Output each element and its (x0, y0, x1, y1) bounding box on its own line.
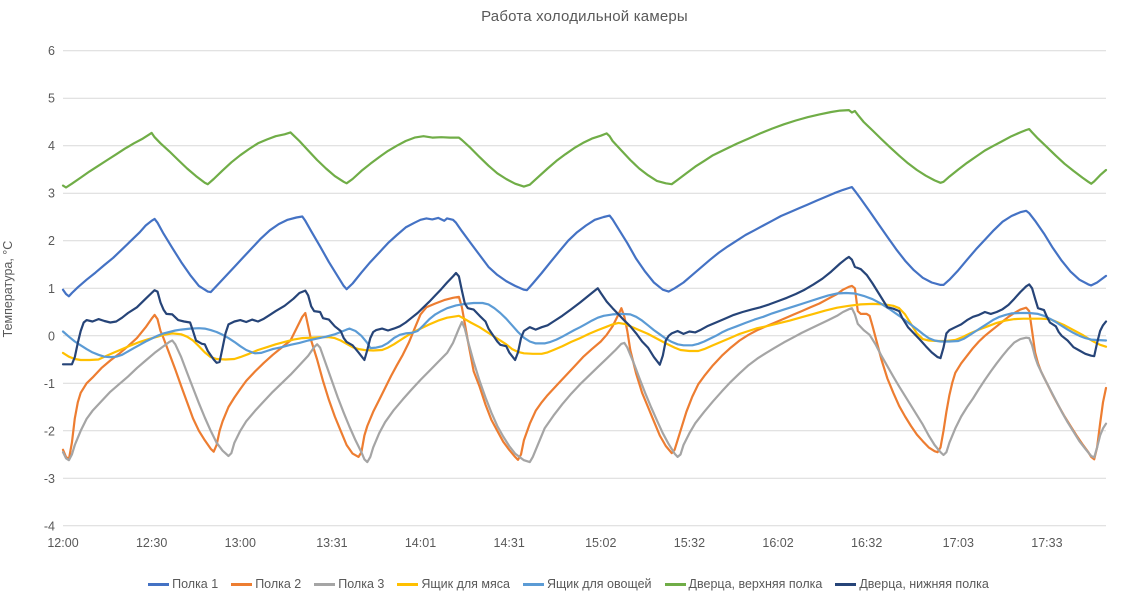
x-tick-label: 13:00 (225, 536, 256, 550)
y-tick-label: -1 (44, 377, 55, 391)
y-tick-label: 6 (48, 44, 55, 58)
x-tick-label: 15:32 (674, 536, 705, 550)
x-tick-label: 14:01 (405, 536, 436, 550)
x-tick-label: 14:31 (494, 536, 525, 550)
y-tick-label: -3 (44, 472, 55, 486)
y-tick-label: 2 (48, 234, 55, 248)
legend-label: Полка 1 (172, 577, 219, 591)
legend-label: Ящик для мяса (421, 577, 510, 591)
legend-label: Дверца, нижняя полка (859, 577, 989, 591)
legend-swatch-icon (314, 582, 336, 586)
y-tick-label: 0 (48, 329, 55, 343)
legend: Полка 1 Полка 2 Полка 3 Ящик для мяса Ящик д… (0, 577, 1137, 591)
x-tick-label: 13:31 (316, 536, 347, 550)
series-line-Полка 3 (61, 307, 1108, 464)
legend-swatch-icon (522, 582, 544, 586)
y-tick-label: 3 (48, 187, 55, 201)
x-tick-label: 17:03 (943, 536, 974, 550)
legend-label: Ящик для овощей (546, 577, 652, 591)
legend-item-3: Полка 3 (314, 577, 384, 591)
y-tick-label: 5 (48, 92, 55, 106)
legend-label: Полка 2 (255, 577, 302, 591)
x-tick-label: 17:33 (1031, 536, 1062, 550)
legend-item-2: Полка 2 (231, 577, 301, 591)
legend-swatch-icon (148, 582, 170, 586)
series-line-Дверца, нижняя полка (61, 255, 1108, 366)
x-tick-label: 12:00 (47, 536, 78, 550)
chart-title: Работа холодильной камеры (481, 8, 688, 25)
series-line-Полка 2 (61, 284, 1108, 461)
legend-swatch-icon (664, 582, 686, 586)
legend-item-7: Дверца, нижняя полка (835, 577, 989, 591)
legend-item-6: Дверца, верхняя полка (664, 577, 823, 591)
y-tick-label: -2 (44, 424, 55, 438)
legend-label: Полка 3 (338, 577, 385, 591)
legend-swatch-icon (397, 582, 419, 586)
x-tick-label: 12:30 (136, 536, 167, 550)
x-tick-label: 16:32 (851, 536, 882, 550)
y-axis-title: Температура, °C (1, 240, 15, 338)
y-tick-label: 4 (48, 139, 55, 153)
series-line-Ящик для мяса (61, 302, 1108, 362)
legend-swatch-icon (835, 582, 857, 586)
series-line-Дверца, верхняя полка (61, 108, 1108, 189)
legend-item-1: Полка 1 (148, 577, 218, 591)
legend-label: Дверца, верхняя полка (688, 577, 823, 591)
series-line-Ящик для овощей (61, 291, 1108, 359)
y-tick-label: -4 (44, 519, 55, 533)
legend-item-4: Ящик для мяса (397, 577, 510, 591)
x-tick-label: 16:02 (762, 536, 793, 550)
legend-item-5: Ящик для овощей (522, 577, 652, 591)
legend-swatch-icon (231, 582, 253, 586)
x-tick-label: 15:02 (585, 536, 616, 550)
y-tick-label: 1 (48, 282, 55, 296)
series-line-Полка 1 (61, 186, 1108, 298)
